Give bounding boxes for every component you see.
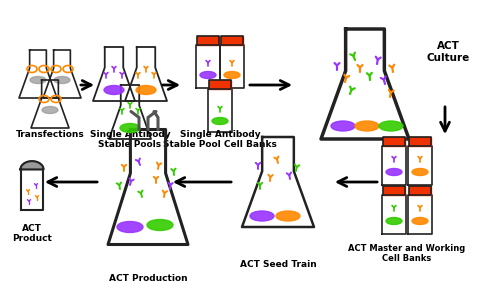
Polygon shape xyxy=(93,47,135,101)
Polygon shape xyxy=(242,137,314,227)
Polygon shape xyxy=(321,29,409,139)
Polygon shape xyxy=(383,186,405,195)
Polygon shape xyxy=(382,195,406,234)
Polygon shape xyxy=(109,85,151,139)
Polygon shape xyxy=(382,146,406,185)
Text: ACT
Product: ACT Product xyxy=(12,224,52,243)
Polygon shape xyxy=(197,36,219,45)
Ellipse shape xyxy=(276,211,300,221)
Polygon shape xyxy=(125,47,167,101)
Polygon shape xyxy=(409,186,431,195)
Polygon shape xyxy=(408,146,432,185)
Polygon shape xyxy=(196,45,220,88)
Ellipse shape xyxy=(212,118,228,124)
Ellipse shape xyxy=(54,76,70,83)
Polygon shape xyxy=(108,129,188,244)
Ellipse shape xyxy=(104,85,124,94)
Text: Single Antibody
Stable Pool Cell Banks: Single Antibody Stable Pool Cell Banks xyxy=(163,130,277,149)
Polygon shape xyxy=(220,45,244,88)
Ellipse shape xyxy=(386,169,402,175)
Polygon shape xyxy=(221,36,243,45)
Text: Transfections: Transfections xyxy=(16,130,84,139)
Ellipse shape xyxy=(224,72,240,78)
Ellipse shape xyxy=(147,219,173,230)
Polygon shape xyxy=(408,195,432,234)
Ellipse shape xyxy=(200,72,216,78)
Ellipse shape xyxy=(379,121,403,131)
Text: Single Antibody
Stable Pools: Single Antibody Stable Pools xyxy=(90,130,170,149)
Polygon shape xyxy=(21,169,43,210)
Ellipse shape xyxy=(120,124,140,133)
Ellipse shape xyxy=(30,76,46,83)
Ellipse shape xyxy=(42,107,58,113)
Ellipse shape xyxy=(412,217,428,224)
Text: ACT Production
Bioreactor: ACT Production Bioreactor xyxy=(108,274,188,282)
Polygon shape xyxy=(209,80,231,89)
Text: ACT
Culture: ACT Culture xyxy=(426,41,470,63)
Ellipse shape xyxy=(386,217,402,224)
Ellipse shape xyxy=(331,121,355,131)
Ellipse shape xyxy=(136,85,156,94)
Polygon shape xyxy=(43,50,81,98)
Ellipse shape xyxy=(355,121,379,131)
Ellipse shape xyxy=(117,221,143,232)
Polygon shape xyxy=(208,89,232,132)
Text: ACT Master and Working
Cell Banks: ACT Master and Working Cell Banks xyxy=(348,244,466,263)
Polygon shape xyxy=(383,137,405,146)
Polygon shape xyxy=(19,50,57,98)
Ellipse shape xyxy=(250,211,274,221)
Ellipse shape xyxy=(412,169,428,175)
Text: ACT Seed Train: ACT Seed Train xyxy=(240,260,316,269)
Polygon shape xyxy=(20,161,44,169)
Polygon shape xyxy=(409,137,431,146)
Polygon shape xyxy=(31,80,69,128)
